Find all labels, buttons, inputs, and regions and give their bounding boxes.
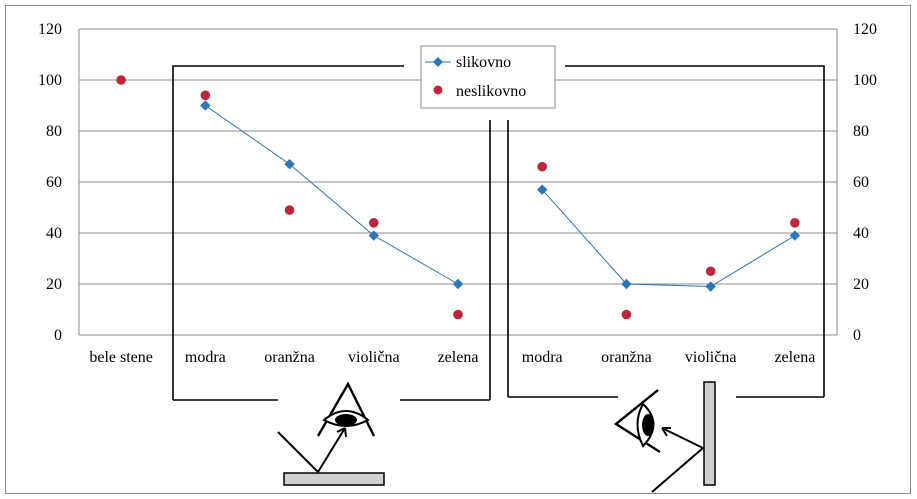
eye-down-surface-illustration bbox=[277, 381, 385, 486]
category-label: modra bbox=[185, 349, 226, 366]
reflected-ray-wall-icon bbox=[661, 427, 704, 449]
point-neslikovno bbox=[284, 205, 295, 215]
right-tick-labels: 0 20 40 60 80 100 120 bbox=[853, 21, 877, 344]
left-tick-label: 100 bbox=[38, 72, 62, 89]
left-tick-label: 60 bbox=[46, 174, 62, 191]
right-tick-label: 100 bbox=[853, 72, 877, 89]
left-tick-label: 40 bbox=[46, 225, 62, 242]
category-labels: bele stene modra oranžna violična zelena modr… bbox=[89, 349, 815, 366]
legend-label-neslikovno: neslikovno bbox=[456, 83, 526, 100]
left-tick-label: 80 bbox=[46, 123, 62, 140]
bracket-left-top bbox=[172, 65, 404, 400]
legend-marker-neslikovno bbox=[433, 85, 443, 95]
reflected-ray-icon bbox=[317, 427, 346, 473]
series-line-slikovno bbox=[205, 105, 459, 285]
arrowhead-icon bbox=[336, 427, 347, 438]
legend-marker-slikovno bbox=[433, 57, 443, 67]
point-slikovno bbox=[537, 184, 548, 195]
incident-ray-icon bbox=[277, 431, 319, 473]
point-neslikovno bbox=[116, 75, 126, 85]
eye-wall-illustration bbox=[613, 381, 716, 493]
right-tick-label: 0 bbox=[853, 327, 861, 344]
point-neslikovno bbox=[453, 309, 463, 320]
left-tick-label: 20 bbox=[46, 276, 62, 293]
right-tick-label: 20 bbox=[853, 276, 869, 293]
bracket-left-group bbox=[172, 65, 491, 401]
right-tick-label: 40 bbox=[853, 225, 869, 242]
series-layer bbox=[116, 75, 801, 320]
point-slikovno bbox=[368, 230, 379, 241]
category-label: violična bbox=[685, 349, 737, 366]
category-label: oranžna bbox=[264, 349, 315, 366]
legend-label-slikovno: slikovno bbox=[456, 54, 511, 71]
incident-ray-wall-icon bbox=[651, 447, 704, 493]
point-slikovno bbox=[200, 100, 211, 111]
point-neslikovno bbox=[537, 161, 548, 172]
point-neslikovno bbox=[705, 266, 716, 277]
category-label: zelena bbox=[438, 349, 479, 366]
bracket-right-group bbox=[507, 65, 825, 398]
legend: slikovno neslikovno bbox=[420, 45, 556, 109]
right-tick-label: 80 bbox=[853, 123, 869, 140]
category-label: bele stene bbox=[89, 349, 153, 366]
pupil-icon bbox=[335, 414, 357, 426]
category-label: oranžna bbox=[601, 349, 652, 366]
point-slikovno bbox=[284, 158, 295, 170]
point-neslikovno bbox=[200, 90, 211, 101]
right-tick-label: 120 bbox=[853, 21, 877, 38]
axes bbox=[78, 29, 838, 336]
point-neslikovno bbox=[368, 218, 379, 228]
left-tick-labels: 0 20 40 60 80 100 120 bbox=[38, 21, 62, 344]
legend-box bbox=[420, 45, 556, 109]
series-line-slikovno bbox=[541, 189, 796, 288]
pupil-side-icon bbox=[642, 414, 654, 436]
category-label: modra bbox=[522, 349, 563, 366]
bracket-right-top bbox=[565, 65, 825, 397]
point-slikovno bbox=[621, 278, 632, 290]
point-neslikovno bbox=[790, 218, 800, 228]
point-slikovno bbox=[452, 278, 464, 290]
category-label: zelena bbox=[774, 349, 815, 366]
left-tick-label: 0 bbox=[54, 327, 62, 344]
left-tick-label: 120 bbox=[38, 21, 62, 38]
point-slikovno bbox=[789, 230, 801, 241]
point-neslikovno bbox=[621, 309, 632, 320]
right-tick-label: 60 bbox=[853, 174, 869, 191]
point-slikovno bbox=[705, 281, 716, 292]
horizontal-surface-icon bbox=[283, 472, 385, 486]
arrowhead-wall-icon bbox=[661, 427, 671, 437]
category-label: violična bbox=[348, 349, 400, 366]
vertical-wall-icon bbox=[703, 381, 716, 486]
